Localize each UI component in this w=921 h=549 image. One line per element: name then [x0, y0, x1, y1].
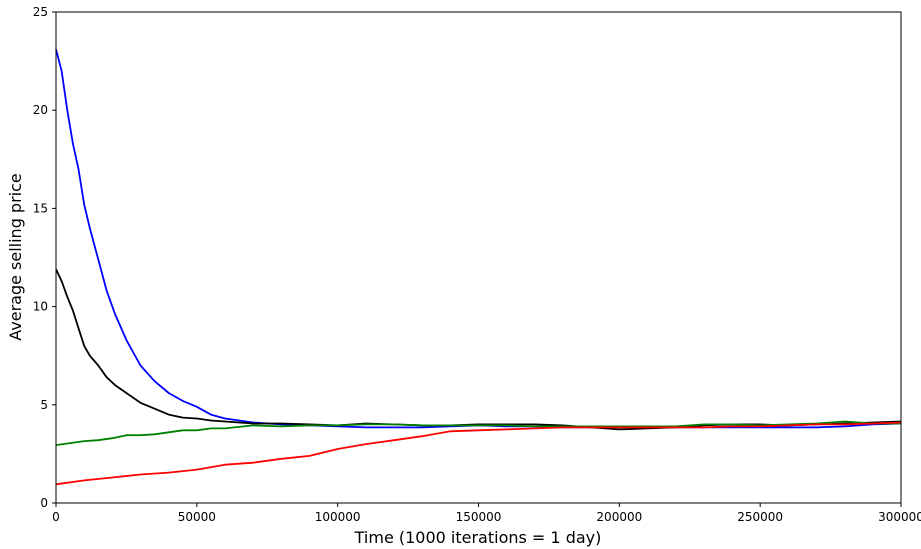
y-tick-label: 25: [33, 5, 48, 19]
x-tick-label: 250000: [737, 510, 783, 524]
y-axis: 0 5 10 15 20 25: [33, 5, 56, 510]
x-tick-label: 50000: [178, 510, 216, 524]
y-tick-label: 5: [40, 398, 48, 412]
y-tick-label: 20: [33, 103, 48, 117]
x-tick-label: 0: [52, 510, 60, 524]
y-tick-label: 10: [33, 300, 48, 314]
y-axis-label: Average selling price: [6, 173, 25, 341]
y-tick-label: 0: [40, 496, 48, 510]
x-tick-label: 100000: [315, 510, 361, 524]
series-line-4: [55, 421, 902, 486]
x-axis-label: Time (1000 iterations = 1 day): [354, 528, 602, 547]
y-tick-label: 15: [33, 201, 48, 215]
series-line-3: [55, 420, 901, 446]
x-tick-label: 150000: [456, 510, 502, 524]
series-layer: [55, 49, 902, 486]
x-tick-label: 300000: [878, 510, 921, 524]
x-axis: 0 50000 100000 150000 200000 250000 300000: [52, 503, 921, 524]
x-tick-label: 200000: [596, 510, 642, 524]
